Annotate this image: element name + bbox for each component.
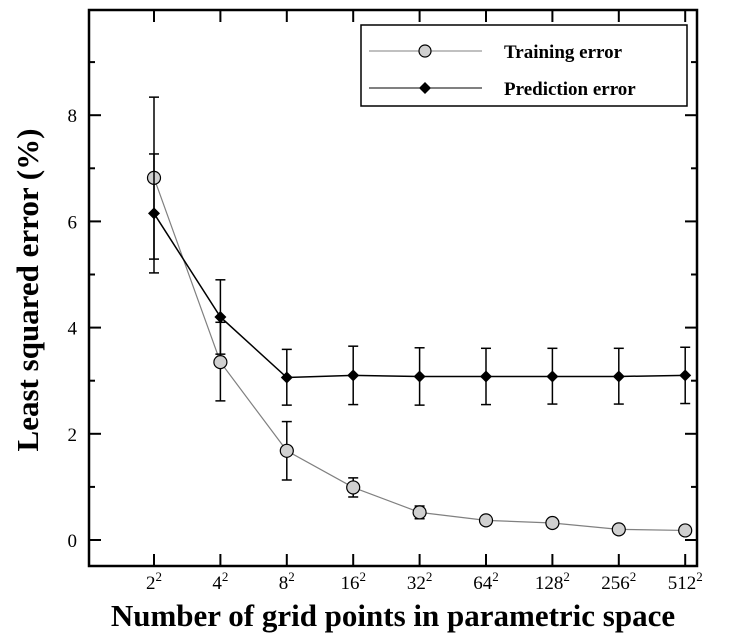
- x-tick-label: 162: [340, 569, 366, 594]
- plot-area: [87, 8, 699, 568]
- y-tick-label: 4: [68, 319, 78, 340]
- data-point: [213, 355, 228, 370]
- x-tick-labels: 22 42 82 162 322 642 1282 2562 5122: [146, 569, 703, 594]
- legend-label-training: Training error: [504, 42, 623, 63]
- x-tick-label: 2562: [601, 569, 636, 594]
- x-tick-label: 42: [212, 569, 228, 594]
- data-point: [612, 370, 625, 383]
- data-point: [346, 480, 361, 495]
- data-point: [611, 522, 626, 537]
- data-point: [412, 505, 427, 520]
- data-point: [413, 370, 426, 383]
- y-tick-labels: 0 2 4 6 8: [68, 106, 78, 552]
- series-training: [146, 96, 693, 538]
- legend: Training error Prediction error: [360, 24, 688, 107]
- x-tick-label: 82: [279, 569, 295, 594]
- y-tick-label: 6: [68, 212, 78, 233]
- x-tick-label: 642: [473, 569, 499, 594]
- y-tick-label: 8: [68, 106, 78, 127]
- axes-ticks: [89, 10, 697, 566]
- x-axis-title: Number of grid points in parametric spac…: [111, 598, 675, 633]
- data-point: [280, 371, 293, 384]
- y-tick-label: 2: [68, 425, 78, 446]
- legend-marker-prediction: [419, 82, 431, 94]
- data-point: [546, 370, 559, 383]
- legend-marker-training: [418, 44, 432, 58]
- x-tick-label: 322: [407, 569, 433, 594]
- x-tick-label: 22: [146, 569, 162, 594]
- x-tick-label: 1282: [535, 569, 570, 594]
- data-point: [148, 207, 160, 220]
- data-point: [480, 370, 492, 383]
- data-point: [214, 310, 227, 323]
- series-prediction: [148, 153, 692, 406]
- data-point: [478, 513, 494, 528]
- data-point: [678, 523, 693, 538]
- data-point: [545, 515, 560, 531]
- data-point: [279, 443, 294, 458]
- legend-label-prediction: Prediction error: [504, 79, 636, 100]
- x-tick-label: 5122: [668, 569, 703, 594]
- y-axis-title: Least squared error (%): [10, 129, 45, 452]
- y-tick-label: 0: [68, 531, 78, 552]
- data-point: [347, 369, 360, 382]
- legend-box: [360, 24, 688, 107]
- series-layer: [146, 96, 693, 538]
- data-point: [679, 369, 692, 382]
- plot-frame: [87, 8, 699, 568]
